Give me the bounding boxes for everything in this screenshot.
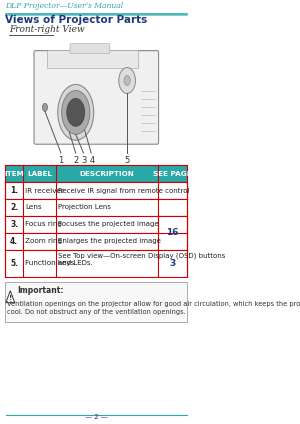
Text: 1.: 1. <box>10 186 18 195</box>
Bar <box>5 199 188 216</box>
Text: Important:: Important: <box>17 286 64 295</box>
Circle shape <box>119 67 136 93</box>
Text: Receive IR signal from remote control: Receive IR signal from remote control <box>58 187 190 193</box>
Text: 3: 3 <box>81 156 87 165</box>
Text: Function keys: Function keys <box>25 260 74 266</box>
Text: 2.: 2. <box>10 203 18 212</box>
Text: SEE PAGE: SEE PAGE <box>153 170 192 176</box>
Text: 3: 3 <box>169 259 176 268</box>
Text: DESCRIPTION: DESCRIPTION <box>80 170 135 176</box>
Bar <box>5 165 188 182</box>
Text: IR receiver: IR receiver <box>25 187 64 193</box>
Text: Views of Projector Parts: Views of Projector Parts <box>5 15 147 25</box>
Text: Lens: Lens <box>25 204 42 210</box>
Circle shape <box>58 84 94 140</box>
Text: Focus ring: Focus ring <box>25 221 62 227</box>
Text: 1: 1 <box>58 156 63 165</box>
Circle shape <box>67 98 85 126</box>
Bar <box>5 216 188 233</box>
Text: Zoom ring: Zoom ring <box>25 238 62 244</box>
FancyBboxPatch shape <box>70 44 110 53</box>
Text: See Top view—On-screen Display (OSD) buttons
and LEDs.: See Top view—On-screen Display (OSD) but… <box>58 253 226 266</box>
Circle shape <box>42 103 47 112</box>
Text: 3.: 3. <box>10 220 18 229</box>
Text: Enlarges the projected image: Enlarges the projected image <box>58 238 161 244</box>
Bar <box>5 182 188 199</box>
Text: DLP Projector—User’s Manual: DLP Projector—User’s Manual <box>5 2 123 10</box>
FancyBboxPatch shape <box>47 50 139 69</box>
Text: 2: 2 <box>74 156 79 165</box>
Text: Front-right View: Front-right View <box>9 25 85 33</box>
Circle shape <box>124 75 130 86</box>
Bar <box>5 282 188 322</box>
Polygon shape <box>6 291 15 303</box>
Text: Focuses the projected image: Focuses the projected image <box>58 221 159 227</box>
Text: LABEL: LABEL <box>27 170 52 176</box>
Circle shape <box>61 90 90 134</box>
Text: ITEM: ITEM <box>4 170 24 176</box>
Bar <box>5 250 188 277</box>
Text: 5.: 5. <box>10 259 18 268</box>
Text: 4: 4 <box>89 156 94 165</box>
FancyBboxPatch shape <box>34 50 159 144</box>
Bar <box>158 216 188 250</box>
Text: Projection Lens: Projection Lens <box>58 204 111 210</box>
Text: — 2 —: — 2 — <box>85 414 108 420</box>
Text: Ventilation openings on the projector allow for good air circulation, which keep: Ventilation openings on the projector al… <box>7 301 300 315</box>
Text: 4.: 4. <box>10 237 18 246</box>
Text: !: ! <box>9 295 12 301</box>
Bar <box>5 233 188 250</box>
Text: 5: 5 <box>124 156 130 165</box>
Text: 16: 16 <box>167 229 179 237</box>
